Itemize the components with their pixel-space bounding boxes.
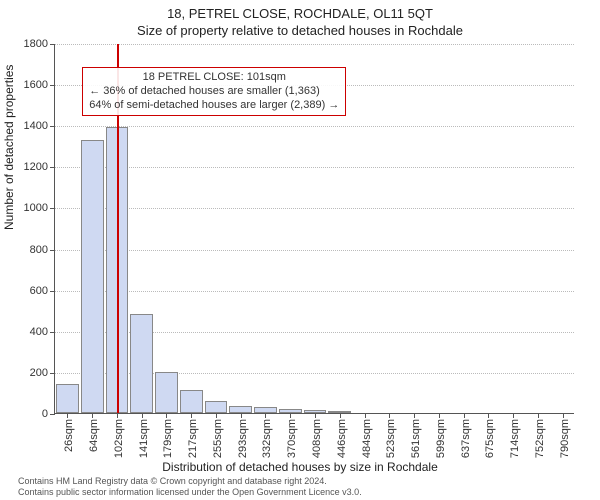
ytick-mark — [50, 332, 55, 333]
xtick-mark — [439, 413, 440, 418]
ytick-label: 400 — [8, 326, 48, 338]
x-axis-label: Distribution of detached houses by size … — [0, 460, 600, 474]
ytick-mark — [50, 373, 55, 374]
gridline-h — [55, 208, 574, 209]
xtick-mark — [563, 413, 564, 418]
histogram-bar — [81, 140, 104, 413]
xtick-mark — [513, 413, 514, 418]
xtick-mark — [191, 413, 192, 418]
ytick-label: 1600 — [8, 79, 48, 91]
histogram-bar — [229, 406, 252, 413]
gridline-h — [55, 126, 574, 127]
ytick-mark — [50, 250, 55, 251]
xtick-mark — [389, 413, 390, 418]
xtick-mark — [67, 413, 68, 418]
xtick-mark — [265, 413, 266, 418]
ytick-label: 1400 — [8, 120, 48, 132]
xtick-mark — [290, 413, 291, 418]
xtick-mark — [166, 413, 167, 418]
ytick-label: 600 — [8, 285, 48, 297]
xtick-mark — [365, 413, 366, 418]
histogram-bar — [328, 411, 351, 413]
ytick-label: 800 — [8, 244, 48, 256]
xtick-mark — [464, 413, 465, 418]
ytick-label: 200 — [8, 367, 48, 379]
ytick-label: 1000 — [8, 202, 48, 214]
footer-attribution: Contains HM Land Registry data © Crown c… — [18, 476, 362, 498]
plot-region: 02004006008001000120014001600180026sqm64… — [54, 44, 574, 414]
xtick-mark — [340, 413, 341, 418]
gridline-h — [55, 291, 574, 292]
chart-title-line2: Size of property relative to detached ho… — [0, 21, 600, 38]
annotation-box: 18 PETREL CLOSE: 101sqm← 36% of detached… — [82, 67, 346, 116]
xtick-mark — [92, 413, 93, 418]
xtick-mark — [315, 413, 316, 418]
ytick-mark — [50, 44, 55, 45]
ytick-mark — [50, 85, 55, 86]
ytick-mark — [50, 167, 55, 168]
xtick-mark — [241, 413, 242, 418]
histogram-bar — [279, 409, 302, 413]
gridline-h — [55, 250, 574, 251]
ytick-mark — [50, 291, 55, 292]
footer-line2: Contains public sector information licen… — [18, 487, 362, 498]
xtick-mark — [538, 413, 539, 418]
histogram-bar — [56, 384, 79, 413]
histogram-bar — [304, 410, 327, 413]
xtick-mark — [216, 413, 217, 418]
xtick-mark — [117, 413, 118, 418]
gridline-h — [55, 167, 574, 168]
footer-line1: Contains HM Land Registry data © Crown c… — [18, 476, 362, 487]
ytick-mark — [50, 126, 55, 127]
ytick-mark — [50, 414, 55, 415]
histogram-bar — [254, 407, 277, 413]
histogram-bar — [205, 401, 228, 413]
xtick-mark — [488, 413, 489, 418]
xtick-mark — [142, 413, 143, 418]
ytick-label: 1800 — [8, 38, 48, 50]
histogram-bar — [180, 390, 203, 413]
xtick-mark — [414, 413, 415, 418]
chart-title-line1: 18, PETREL CLOSE, ROCHDALE, OL11 5QT — [0, 0, 600, 21]
annotation-line: 64% of semi-detached houses are larger (… — [89, 99, 339, 113]
histogram-bar — [130, 314, 153, 413]
ytick-label: 1200 — [8, 161, 48, 173]
annotation-line: 18 PETREL CLOSE: 101sqm — [89, 71, 339, 85]
ytick-mark — [50, 208, 55, 209]
annotation-line: ← 36% of detached houses are smaller (1,… — [89, 85, 339, 99]
ytick-label: 0 — [8, 408, 48, 420]
chart-area: 02004006008001000120014001600180026sqm64… — [54, 44, 574, 414]
histogram-bar — [155, 372, 178, 413]
gridline-h — [55, 44, 574, 45]
